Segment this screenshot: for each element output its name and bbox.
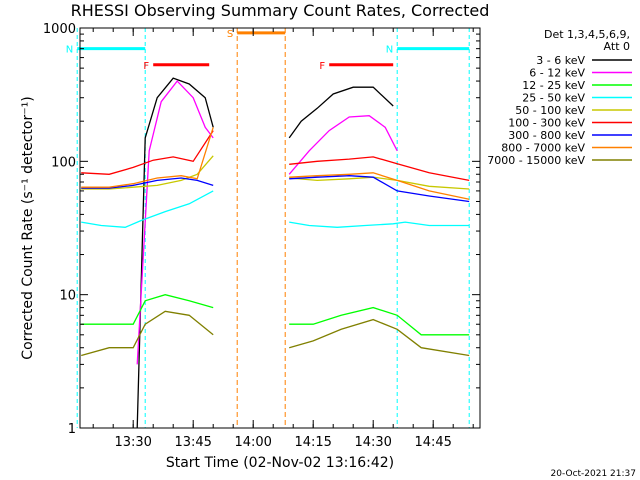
plot-frame: 1 10 100 1000 13:30 13:45 14:00 14:15 14:30 14:45 bbox=[43, 22, 481, 450]
series-line-4-0 bbox=[81, 155, 214, 190]
series-line-6-1 bbox=[289, 175, 470, 203]
legend-label: 300 - 800 keV bbox=[508, 129, 585, 142]
x-tick-label: 14:15 bbox=[294, 435, 331, 450]
legend-label: 12 - 25 keV bbox=[522, 79, 585, 92]
legend-header: Det 1,3,4,5,6,9, bbox=[544, 28, 630, 41]
x-tick-label: 13:30 bbox=[114, 435, 151, 450]
y-axis-label: Corrected Count Rate (s⁻¹ detector⁻¹) bbox=[20, 96, 36, 359]
y-tick-label: 10 bbox=[59, 289, 76, 304]
series-line-7-1 bbox=[289, 172, 470, 200]
series-line-6-0 bbox=[81, 177, 214, 189]
series-line-4-1 bbox=[289, 176, 470, 190]
chart-title: RHESSI Observing Summary Count Rates, Co… bbox=[71, 1, 490, 20]
flag-label-f: F bbox=[319, 61, 325, 72]
series-line-8-1 bbox=[289, 318, 470, 357]
y-tick-label: 1000 bbox=[43, 22, 76, 37]
series-line-3-1 bbox=[289, 221, 470, 228]
y-tick-label: 1 bbox=[68, 422, 76, 437]
legend-header: Att 0 bbox=[604, 40, 630, 53]
legend-label: 50 - 100 keV bbox=[515, 104, 585, 117]
x-tick-label: 14:45 bbox=[414, 435, 451, 450]
y-tick-label: 100 bbox=[51, 155, 76, 170]
series-line-7-0 bbox=[81, 127, 214, 188]
x-tick-label: 13:45 bbox=[174, 435, 211, 450]
series-line-2-0 bbox=[81, 294, 214, 325]
flag-label-s: S bbox=[227, 29, 233, 40]
series-line-8-0 bbox=[81, 310, 214, 357]
series-line-0-0 bbox=[136, 77, 214, 429]
series-lines bbox=[81, 77, 470, 429]
x-tick-label: 14:00 bbox=[234, 435, 271, 450]
series-line-2-1 bbox=[289, 306, 470, 336]
flag-label-n: N bbox=[66, 45, 73, 56]
series-line-5-0 bbox=[81, 130, 214, 175]
x-axis-label: Start Time (02-Nov-02 13:16:42) bbox=[166, 455, 394, 471]
plot-border bbox=[79, 27, 481, 429]
series-line-3-0 bbox=[81, 190, 214, 228]
series-line-5-1 bbox=[289, 156, 470, 182]
series-line-0-1 bbox=[288, 86, 394, 139]
series-line-1-0 bbox=[136, 80, 214, 365]
legend-label: 800 - 7000 keV bbox=[501, 142, 585, 155]
flag-bands: N N F F S bbox=[66, 28, 470, 428]
legend-label: 100 - 300 keV bbox=[508, 117, 585, 130]
series-line-1-1 bbox=[288, 115, 398, 175]
flag-label-f: F bbox=[143, 61, 149, 72]
legend-label: 7000 - 15000 keV bbox=[487, 154, 585, 167]
flag-label-n: N bbox=[386, 45, 393, 56]
legend-label: 6 - 12 keV bbox=[529, 67, 585, 80]
x-tick-label: 14:30 bbox=[354, 435, 391, 450]
footer-timestamp: 20-Oct-2021 21:37 bbox=[551, 469, 636, 479]
legend-label: 3 - 6 keV bbox=[536, 54, 585, 67]
legend-label: 25 - 50 keV bbox=[522, 92, 585, 105]
